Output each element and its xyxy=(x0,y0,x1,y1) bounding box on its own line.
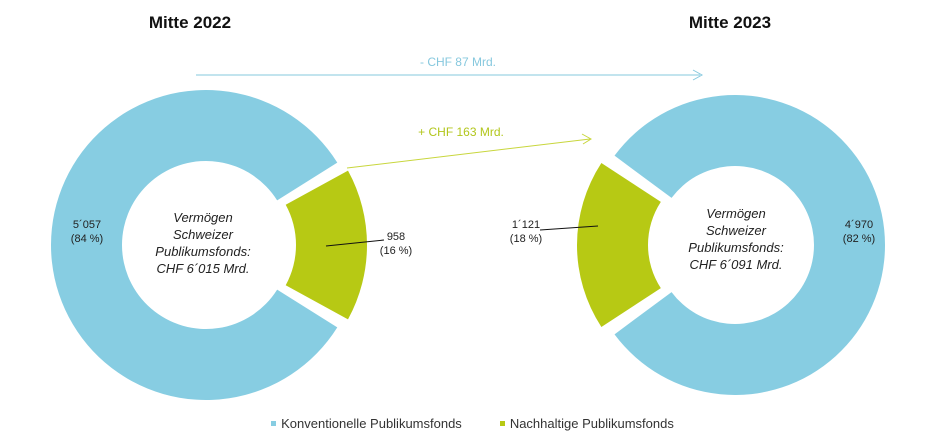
center-line-1: Vermögen xyxy=(173,210,233,225)
leader-line-nachhaltig-2023 xyxy=(539,225,599,231)
legend-item-nachhaltig: Nachhaltige Publikumsfonds xyxy=(499,416,674,431)
center-line-3: Publikumsfonds: xyxy=(688,240,784,255)
slice-nachhaltig-2023 xyxy=(577,163,661,327)
data-label-konventionell-2022: 5´057 xyxy=(73,219,101,231)
data-percent-konventionell-2023: (82 %) xyxy=(843,233,875,245)
center-line-4: CHF 6´015 Mrd. xyxy=(157,261,250,276)
legend-swatch xyxy=(271,421,277,426)
legend-label: Nachhaltige Publikumsfonds xyxy=(509,416,674,431)
center-line-3: Publikumsfonds: xyxy=(155,244,251,259)
donut-chart-figure: Mitte 2022 Vermögen Schweizer Publikumsf… xyxy=(51,13,886,400)
legend: Konventionelle Publikumsfonds Nachhaltig… xyxy=(0,416,945,431)
data-label-nachhaltig-2023: 1´121 xyxy=(512,219,540,231)
center-line-2: Schweizer xyxy=(173,227,234,242)
data-percent-konventionell-2022: (84 %) xyxy=(71,233,103,245)
center-line-4: CHF 6´091 Mrd. xyxy=(690,257,783,272)
slice-konventionell-2022 xyxy=(51,89,338,400)
slice-nachhaltig-2022 xyxy=(285,170,367,320)
center-line-1: Vermögen xyxy=(706,206,766,221)
data-percent-nachhaltig-2023: (18 %) xyxy=(510,233,542,245)
slice-konventionell-2023 xyxy=(614,95,886,396)
data-label-konventionell-2023: 4´970 xyxy=(845,219,873,231)
center-label-2023: Vermögen Schweizer Publikumsfonds: CHF 6… xyxy=(688,206,784,272)
data-label-nachhaltig-2022: 958 xyxy=(387,231,405,243)
change-total-label: - CHF 87 Mrd. xyxy=(420,55,496,69)
chart-title-2023: Mitte 2023 xyxy=(689,13,771,32)
change-arrow-total xyxy=(196,69,704,81)
change-arrow-sustainable xyxy=(346,133,592,169)
leader-line-nachhaltig-2022 xyxy=(325,239,385,247)
chart-title-2022: Mitte 2022 xyxy=(149,13,231,32)
legend-label: Konventionelle Publikumsfonds xyxy=(281,416,462,431)
data-percent-nachhaltig-2022: (16 %) xyxy=(380,245,412,257)
legend-item-konventionell: Konventionelle Publikumsfonds xyxy=(271,416,462,431)
legend-swatch xyxy=(499,421,505,426)
change-sustainable-label: + CHF 163 Mrd. xyxy=(418,125,504,139)
center-label-2022: Vermögen Schweizer Publikumsfonds: CHF 6… xyxy=(155,210,251,276)
center-line-2: Schweizer xyxy=(706,223,767,238)
